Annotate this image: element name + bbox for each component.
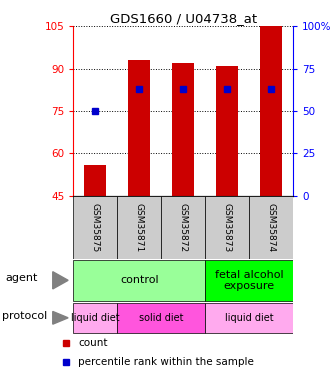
Bar xyxy=(117,196,161,259)
Bar xyxy=(260,26,282,196)
Bar xyxy=(216,66,238,196)
Bar xyxy=(73,196,117,259)
Text: percentile rank within the sample: percentile rank within the sample xyxy=(78,357,254,367)
Polygon shape xyxy=(53,311,68,324)
Bar xyxy=(205,196,249,259)
Text: GSM35874: GSM35874 xyxy=(266,202,276,252)
Text: GSM35875: GSM35875 xyxy=(91,202,100,252)
Text: count: count xyxy=(78,338,107,348)
Bar xyxy=(73,260,205,301)
Polygon shape xyxy=(53,272,68,289)
Text: GSM35871: GSM35871 xyxy=(135,202,144,252)
Bar xyxy=(84,165,106,196)
Text: fetal alcohol
exposure: fetal alcohol exposure xyxy=(215,270,283,291)
Title: GDS1660 / U04738_at: GDS1660 / U04738_at xyxy=(110,12,257,25)
Bar xyxy=(117,303,205,333)
Bar xyxy=(205,260,293,301)
Text: protocol: protocol xyxy=(2,311,47,321)
Bar xyxy=(161,196,205,259)
Bar xyxy=(172,63,194,196)
Text: solid diet: solid diet xyxy=(139,313,183,323)
Bar xyxy=(205,303,293,333)
Text: GSM35873: GSM35873 xyxy=(222,202,232,252)
Text: liquid diet: liquid diet xyxy=(225,313,273,323)
Text: control: control xyxy=(120,275,159,285)
Text: liquid diet: liquid diet xyxy=(71,313,120,323)
Bar xyxy=(249,196,293,259)
Text: GSM35872: GSM35872 xyxy=(178,202,188,252)
Text: agent: agent xyxy=(6,273,38,283)
Bar xyxy=(128,60,150,196)
Bar xyxy=(73,303,117,333)
